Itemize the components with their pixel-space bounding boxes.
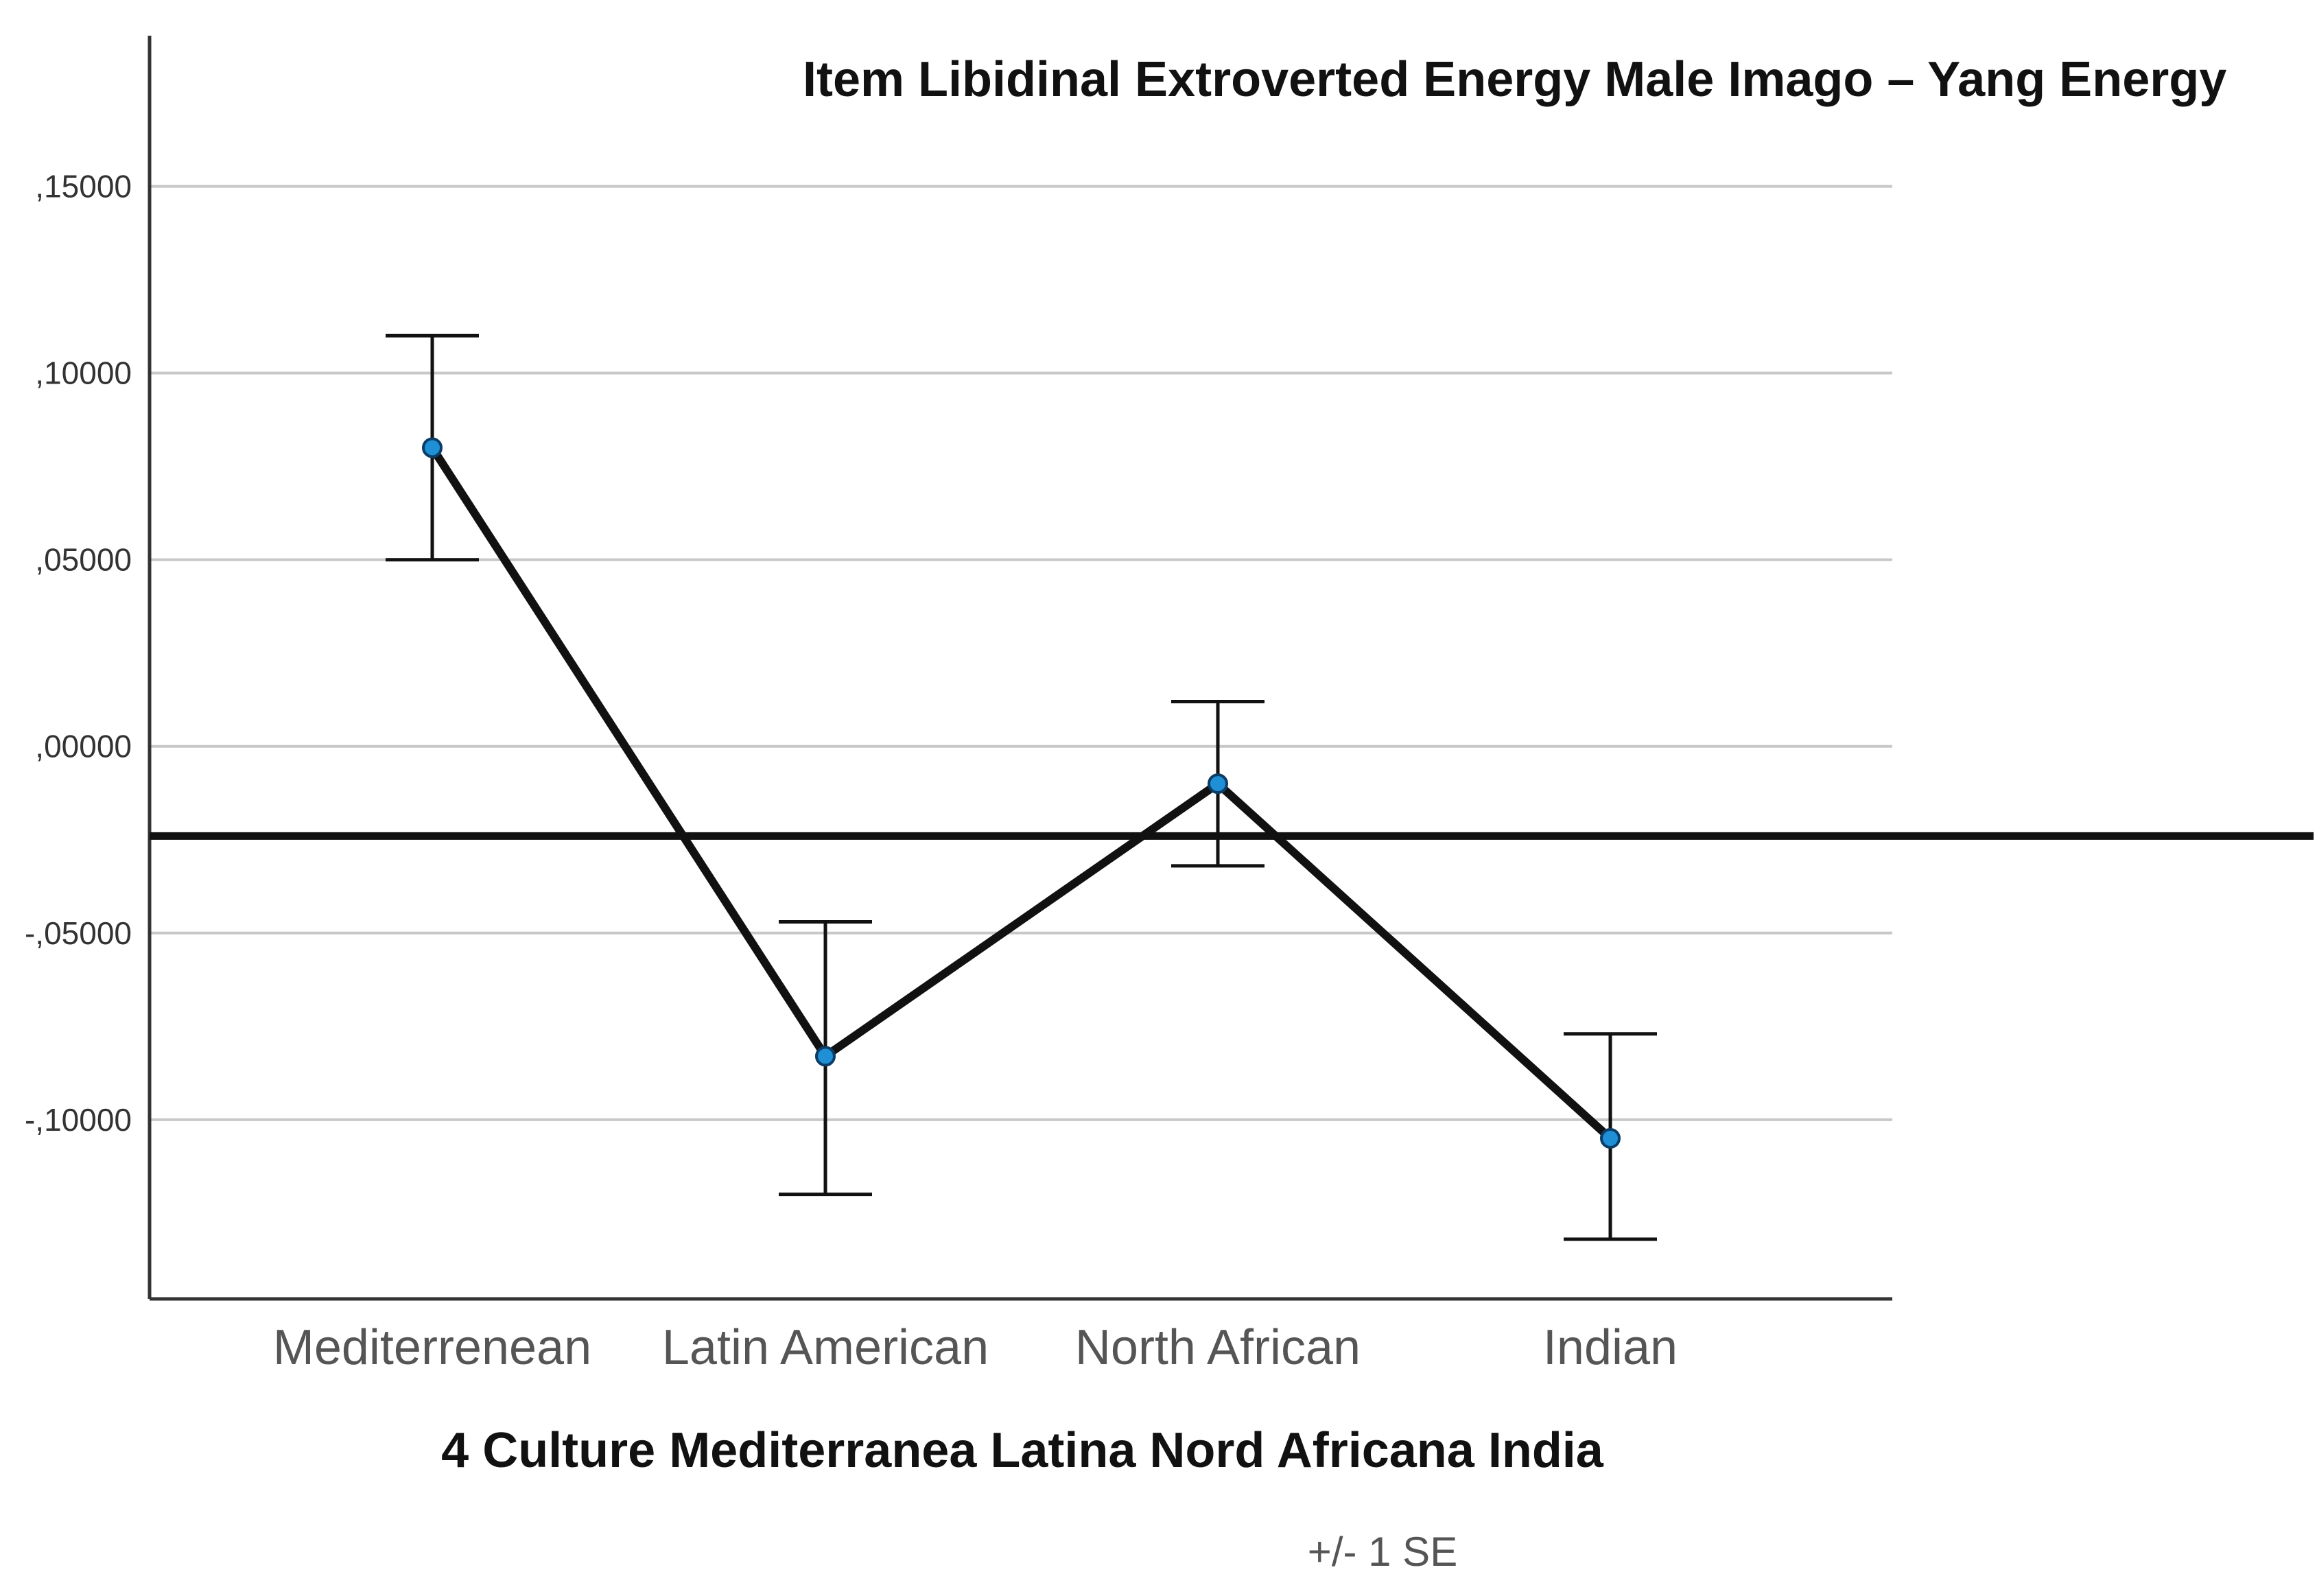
error-bar-note: +/- 1 SE: [1308, 1529, 1457, 1575]
y-tick-labels: ,15000 ,10000 ,05000 ,00000 -,05000 -,10000: [25, 169, 132, 1138]
data-point: [815, 1046, 836, 1067]
axes: [148, 36, 1892, 1301]
y-tick-label: ,05000: [35, 542, 132, 578]
x-axis-label: 4 Culture Mediterranea Latina Nord Afric…: [441, 1423, 1604, 1478]
y-tick-label: ,15000: [35, 169, 132, 204]
y-tick-label: -,10000: [25, 1102, 132, 1138]
x-tick-label: Mediterrenean: [273, 1320, 591, 1375]
data-points: [422, 437, 1621, 1149]
gridlines: [150, 185, 1892, 1121]
x-tick-label: North African: [1075, 1320, 1361, 1375]
x-tick-label: Latin American: [662, 1320, 989, 1375]
series-line: [428, 445, 1614, 1142]
y-tick-label: ,10000: [35, 355, 132, 391]
error-bars: [386, 333, 1657, 1241]
chart-title: Item Libidinal Extroverted Energy Male I…: [803, 52, 2226, 107]
y-tick-label: ,00000: [35, 729, 132, 764]
x-tick-label: Indian: [1543, 1320, 1678, 1375]
series-line-layer: [428, 445, 1614, 1142]
data-point: [422, 437, 443, 458]
data-point: [1208, 773, 1228, 795]
x-tick-labels: Mediterrenean Latin American North African…: [273, 1320, 1678, 1375]
y-tick-label: -,05000: [25, 915, 132, 951]
data-point: [1600, 1128, 1621, 1149]
